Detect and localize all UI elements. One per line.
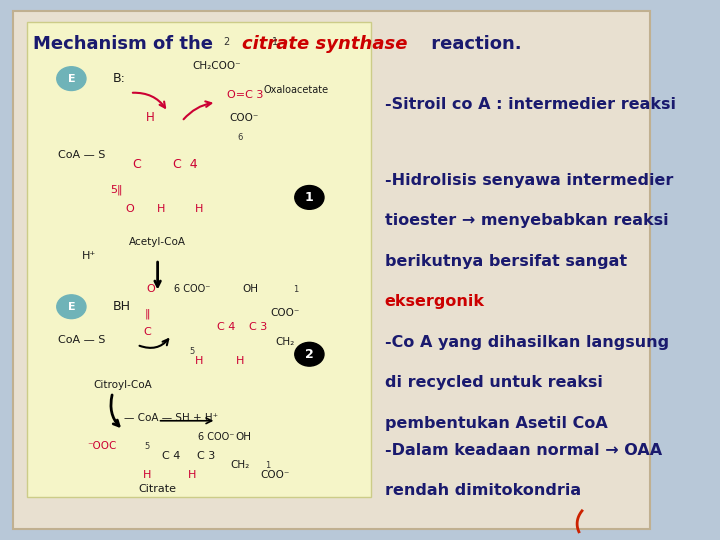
Text: 1: 1	[272, 37, 278, 48]
Text: H⁺: H⁺	[81, 251, 96, 261]
Text: H: H	[146, 111, 155, 124]
Text: CH₂: CH₂	[276, 337, 295, 347]
Text: Acetyl-CoA: Acetyl-CoA	[129, 237, 186, 247]
Text: H: H	[195, 356, 203, 366]
Text: 1: 1	[266, 461, 271, 470]
Text: citrate synthase: citrate synthase	[242, 35, 408, 53]
Text: C 3: C 3	[197, 451, 215, 461]
Text: -Co A yang dihasilkan langsung: -Co A yang dihasilkan langsung	[384, 335, 669, 350]
Text: O: O	[126, 204, 135, 214]
Text: 5: 5	[145, 442, 150, 451]
Text: eksergonik: eksergonik	[384, 294, 485, 309]
Text: tioester → menyebabkan reaksi: tioester → menyebabkan reaksi	[384, 213, 668, 228]
Text: 5: 5	[189, 347, 194, 356]
Text: H: H	[188, 470, 197, 480]
Text: COO⁻: COO⁻	[271, 308, 300, 318]
Text: CoA — S: CoA — S	[58, 150, 105, 160]
Circle shape	[57, 67, 86, 91]
Text: di recycled untuk reaksi: di recycled untuk reaksi	[384, 375, 603, 390]
Text: ⁻OOC: ⁻OOC	[88, 441, 117, 451]
Text: O: O	[146, 285, 155, 294]
Text: COO⁻: COO⁻	[229, 113, 258, 124]
Text: C 3: C 3	[248, 322, 267, 333]
Text: C  4: C 4	[173, 158, 197, 171]
Circle shape	[294, 342, 324, 366]
Text: H: H	[157, 204, 166, 214]
FancyBboxPatch shape	[27, 22, 372, 497]
Text: ‖: ‖	[145, 308, 150, 319]
Text: 6 COO⁻: 6 COO⁻	[198, 432, 235, 442]
Text: rendah dimitokondria: rendah dimitokondria	[384, 483, 581, 498]
Text: H: H	[236, 356, 245, 366]
Text: Citroyl-CoA: Citroyl-CoA	[94, 380, 153, 389]
Text: 6 COO⁻: 6 COO⁻	[174, 285, 210, 294]
Text: 5‖: 5‖	[110, 185, 122, 195]
Text: C: C	[143, 327, 151, 338]
Text: OH: OH	[236, 432, 252, 442]
Text: OH: OH	[243, 285, 258, 294]
Text: B:: B:	[113, 72, 126, 85]
Text: -Sitroil co A : intermedier reaksi: -Sitroil co A : intermedier reaksi	[384, 97, 676, 112]
Text: berikutnya bersifat sangat: berikutnya bersifat sangat	[384, 254, 627, 269]
Text: Citrate: Citrate	[139, 484, 176, 495]
Text: H: H	[143, 470, 151, 480]
Text: pembentukan Asetil CoA: pembentukan Asetil CoA	[384, 416, 608, 431]
Text: 6: 6	[238, 133, 243, 143]
Text: CH₂COO⁻: CH₂COO⁻	[192, 61, 240, 71]
Text: H: H	[195, 204, 203, 214]
Text: C 4: C 4	[162, 451, 181, 461]
Text: -Dalam keadaan normal → OAA: -Dalam keadaan normal → OAA	[384, 443, 662, 458]
Text: Oxaloacetate: Oxaloacetate	[263, 85, 328, 95]
Text: CoA — S: CoA — S	[58, 335, 105, 345]
Text: Mechanism of the: Mechanism of the	[33, 35, 220, 53]
Text: COO⁻: COO⁻	[260, 470, 289, 480]
Text: C 4: C 4	[217, 322, 235, 333]
Text: CH₂: CH₂	[231, 460, 250, 470]
Text: 2: 2	[305, 348, 314, 361]
Text: BH: BH	[113, 300, 131, 313]
Text: 1: 1	[305, 191, 314, 204]
Text: — CoA — SH + H⁺: — CoA — SH + H⁺	[125, 413, 218, 423]
Text: 2: 2	[223, 37, 230, 48]
Text: -Hidrolisis senyawa intermedier: -Hidrolisis senyawa intermedier	[384, 173, 673, 188]
FancyBboxPatch shape	[13, 11, 650, 529]
Text: C: C	[132, 158, 141, 171]
Text: 1: 1	[293, 286, 298, 294]
Text: E: E	[68, 73, 75, 84]
Text: reaction.: reaction.	[425, 35, 521, 53]
Text: E: E	[68, 302, 75, 312]
Text: O=C 3: O=C 3	[227, 90, 263, 100]
Circle shape	[57, 295, 86, 319]
Circle shape	[294, 186, 324, 210]
